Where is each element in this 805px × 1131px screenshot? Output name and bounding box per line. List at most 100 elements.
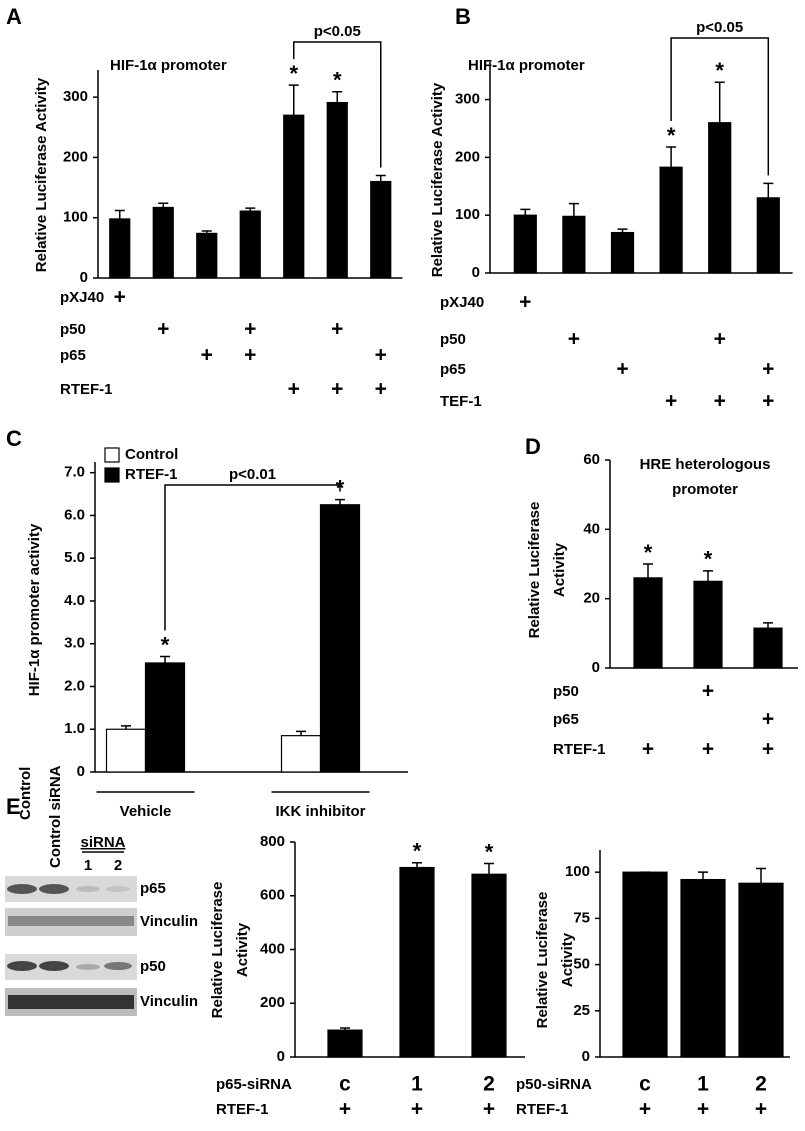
- y-tick-label: 100: [565, 863, 590, 880]
- y-tick-label: 100: [455, 206, 480, 223]
- condition-mark: +: [331, 378, 343, 401]
- significance: *: [704, 547, 713, 572]
- y-tick-label: 0: [77, 763, 85, 780]
- chart-title: HRE heterologous: [640, 456, 771, 473]
- bar: [399, 866, 435, 1058]
- bar: [109, 218, 131, 279]
- legend-label: RTEF-1: [125, 466, 178, 483]
- condition-label: pXJ40: [440, 294, 484, 311]
- condition-mark: +: [702, 680, 714, 703]
- bar: [283, 114, 305, 279]
- bar: [708, 122, 732, 274]
- condition-mark: +: [375, 344, 387, 367]
- blot-band: [76, 964, 100, 970]
- bar: [680, 878, 726, 1058]
- significance: *: [333, 68, 342, 93]
- blot-band: [7, 884, 37, 894]
- error-bar: [714, 81, 725, 123]
- y-tick-label: 300: [63, 88, 88, 105]
- condition-mark: +: [375, 378, 387, 401]
- condition-label: p50-siRNA: [516, 1076, 592, 1093]
- lane-label: 1: [84, 857, 92, 874]
- condition-mark: +: [762, 358, 774, 381]
- chart-title: HIF-1α promoter: [468, 57, 585, 74]
- condition-mark: +: [568, 328, 580, 351]
- bracket: [164, 484, 341, 631]
- bracket: [670, 37, 770, 176]
- y-tick-label: 100: [63, 209, 88, 226]
- bracket-label: p<0.05: [696, 19, 743, 36]
- bar: [633, 577, 663, 669]
- condition-mark: +: [483, 1098, 495, 1121]
- y-axis-label: Activity: [551, 542, 568, 597]
- bar: [756, 197, 780, 274]
- condition-label: p65: [60, 347, 86, 364]
- error-bar: [375, 174, 386, 182]
- error-bar: [114, 209, 125, 219]
- y-tick-label: 7.0: [64, 464, 85, 481]
- bar: [659, 166, 683, 274]
- condition-label: TEF-1: [440, 393, 482, 410]
- significance: *: [413, 839, 422, 864]
- bar: [105, 728, 147, 773]
- y-tick-label: 600: [260, 887, 285, 904]
- condition-mark: +: [201, 344, 213, 367]
- panel-letter: E: [6, 794, 21, 819]
- blot-band: [8, 995, 134, 1009]
- bar: [471, 873, 507, 1058]
- bar: [326, 101, 348, 279]
- y-tick-label: 50: [573, 956, 590, 973]
- condition-label: RTEF-1: [516, 1101, 569, 1118]
- condition-label: RTEF-1: [553, 741, 606, 758]
- condition-mark: +: [697, 1098, 709, 1121]
- condition-mark: 2: [755, 1073, 767, 1096]
- error-bar: [703, 570, 713, 582]
- bracket: [293, 41, 382, 168]
- y-tick-label: 800: [260, 833, 285, 850]
- condition-mark: +: [157, 318, 169, 341]
- band-label: Vinculin: [140, 913, 198, 930]
- condition-label: RTEF-1: [216, 1101, 269, 1118]
- y-tick-label: 0: [472, 264, 480, 281]
- error-bar: [756, 867, 766, 884]
- error-bar: [763, 622, 773, 629]
- panel-letter: C: [6, 426, 22, 451]
- y-tick-label: 40: [583, 520, 600, 537]
- y-tick-label: 0: [80, 269, 88, 286]
- blot-band: [104, 962, 132, 970]
- bar: [622, 871, 668, 1058]
- condition-mark: +: [639, 1098, 651, 1121]
- condition-mark: +: [519, 291, 531, 314]
- y-tick-label: 0: [592, 659, 600, 676]
- significance: *: [161, 632, 170, 657]
- condition-mark: +: [702, 738, 714, 761]
- y-tick-label: 2.0: [64, 677, 85, 694]
- condition-mark: +: [616, 358, 628, 381]
- condition-mark: +: [762, 738, 774, 761]
- error-bar: [520, 208, 531, 216]
- band-label: Vinculin: [140, 993, 198, 1010]
- condition-mark: c: [339, 1073, 351, 1096]
- bar: [152, 206, 174, 279]
- bar: [196, 232, 218, 279]
- condition-mark: +: [244, 344, 256, 367]
- y-tick-label: 3.0: [64, 635, 85, 652]
- condition-label: p50: [553, 683, 579, 700]
- panel-letter: D: [525, 434, 541, 459]
- y-tick-label: 0: [277, 1048, 285, 1065]
- bar: [370, 180, 392, 279]
- condition-label: pXJ40: [60, 289, 104, 306]
- error-bar: [288, 84, 299, 116]
- error-bar: [643, 563, 653, 578]
- error-bar: [335, 498, 345, 505]
- error-bar: [201, 230, 212, 234]
- error-bar: [121, 725, 131, 730]
- y-axis-label: Relative Luciferase Activity: [33, 77, 50, 272]
- legend-label: Control: [125, 446, 178, 463]
- condition-mark: +: [762, 390, 774, 413]
- error-bar: [158, 202, 169, 208]
- y-tick-label: 300: [455, 91, 480, 108]
- error-bar: [666, 146, 677, 168]
- error-bar: [296, 730, 306, 736]
- blot: E Control Control siRNA siRNA 1 2 p65 Vi…: [5, 765, 198, 1016]
